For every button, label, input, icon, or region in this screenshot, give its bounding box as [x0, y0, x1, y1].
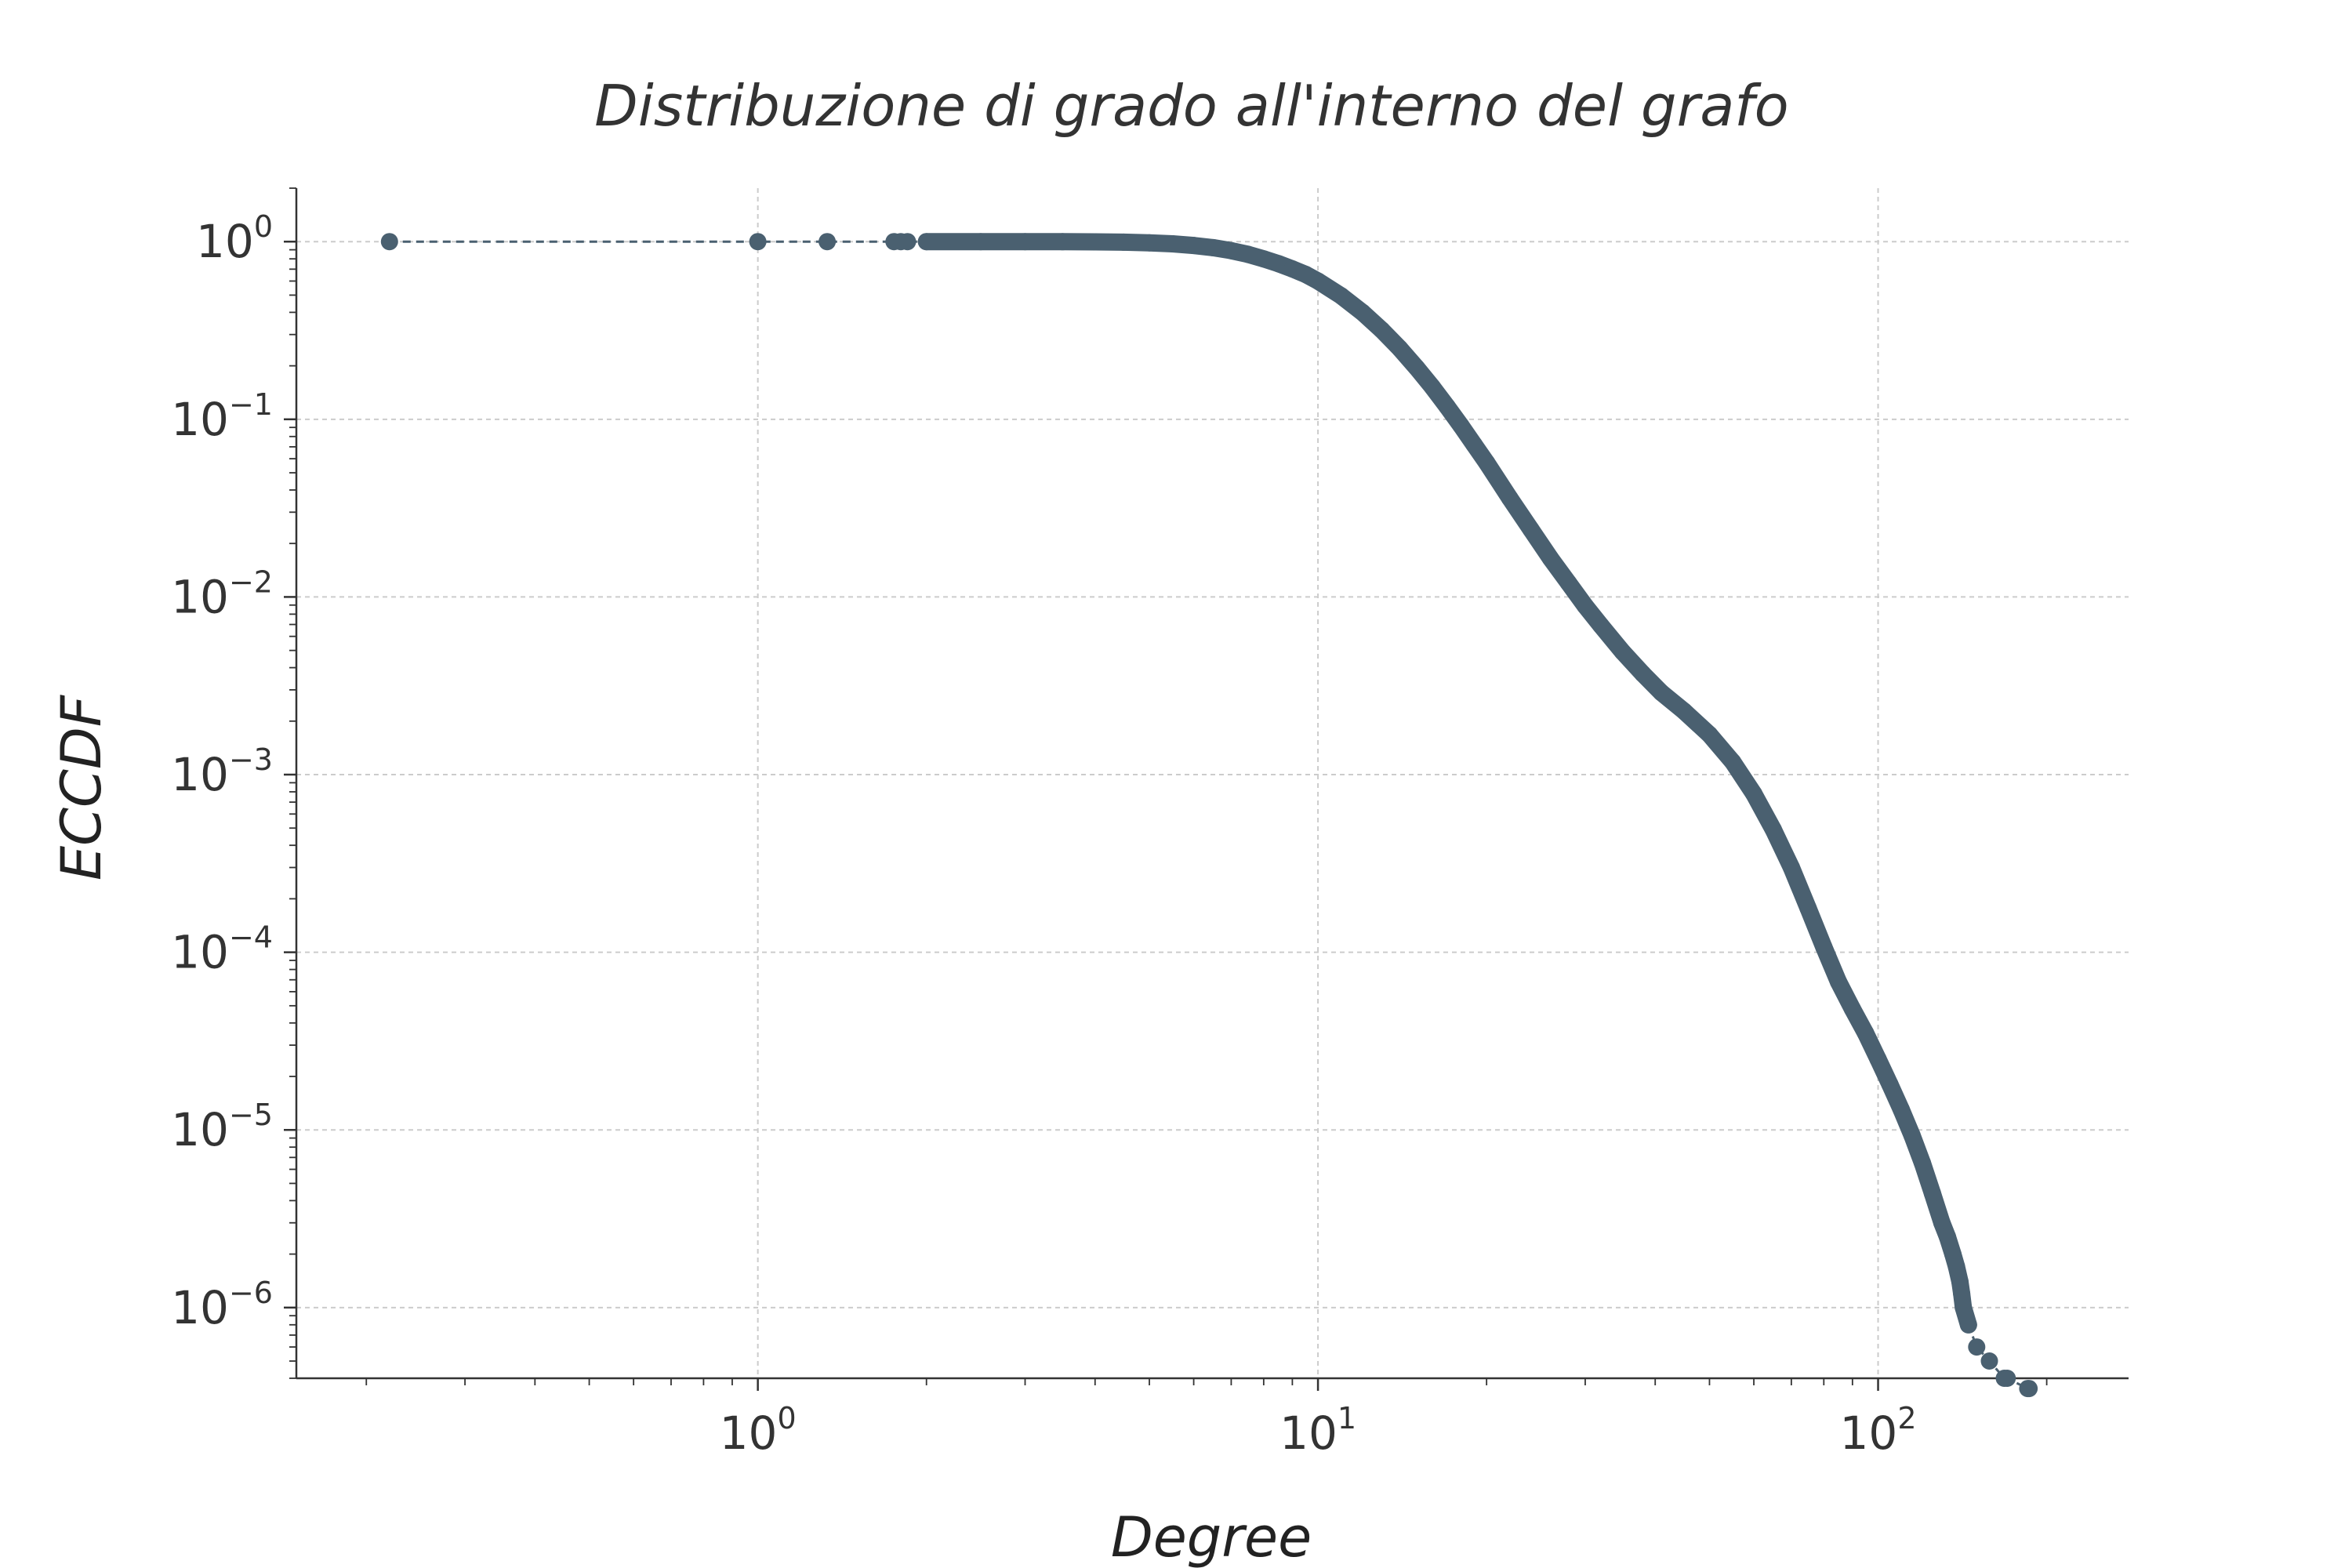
data-point [1141, 234, 1158, 252]
data-point [1953, 1284, 1971, 1302]
y-tick-label: 10−3 [171, 742, 273, 801]
data-point [1407, 359, 1425, 377]
data-point [1283, 260, 1301, 278]
data-point [1054, 233, 1072, 251]
data-point [1959, 1316, 1977, 1334]
data-point [1016, 233, 1034, 251]
data-point [1438, 397, 1456, 416]
data-point [1955, 1298, 1973, 1316]
data-point [1501, 489, 1519, 507]
data-point [1452, 417, 1470, 434]
data-point [380, 233, 398, 251]
data-point [1881, 1076, 1899, 1094]
data-point [898, 233, 916, 251]
y-tick-label: 10−6 [171, 1276, 273, 1334]
data-point [749, 233, 767, 251]
data-point [1222, 241, 1240, 260]
data-point [1782, 858, 1800, 877]
data-point [1541, 550, 1559, 568]
data-point [1933, 1214, 1951, 1232]
axes [295, 188, 2129, 1380]
data-point [1857, 1024, 1875, 1042]
data-point [1843, 1000, 1861, 1018]
data-point [1086, 233, 1104, 251]
chart-title: Distribuzione di grado all'interno del g… [594, 73, 1788, 139]
data-point [1309, 272, 1327, 290]
data-point [1724, 753, 1741, 771]
x-tick-label: 102 [1840, 1401, 1917, 1460]
data-point [1353, 303, 1371, 321]
data-point [1998, 1370, 2016, 1387]
data-point [1478, 454, 1496, 472]
data-point [1634, 665, 1652, 683]
data-point [1577, 597, 1594, 615]
series-line [389, 240, 2030, 1390]
ticks: 100 101 102 100 10−1 10−2 10−3 10−4 10−5 10−6 [171, 187, 2048, 1460]
data-point [1830, 973, 1848, 991]
y-tick-label: 10−4 [171, 920, 273, 979]
data-point [971, 233, 989, 251]
data-point [1745, 785, 1762, 803]
data-point [1592, 616, 1610, 634]
data-point [1613, 643, 1632, 661]
data-point [1652, 684, 1670, 702]
data-point [1869, 1051, 1887, 1068]
y-tick-label: 10−1 [171, 387, 273, 446]
data-point [1391, 339, 1409, 358]
data-point [818, 233, 837, 251]
data-point [1980, 1352, 1998, 1370]
data-point [917, 233, 935, 251]
data-point [1923, 1185, 1941, 1202]
data-point [1115, 233, 1133, 251]
data-point [1893, 1101, 1911, 1119]
data-point [1815, 938, 1833, 956]
grid [296, 188, 2129, 1378]
data-point [1239, 245, 1257, 263]
data-point [1903, 1127, 1921, 1145]
data-point [1700, 726, 1719, 743]
y-tick-label: 100 [196, 209, 273, 268]
y-tick-label: 10−2 [171, 564, 273, 623]
data-point [1163, 235, 1181, 252]
data-point [1332, 287, 1350, 305]
data-point [1764, 821, 1782, 839]
data-point [1522, 521, 1540, 539]
data-point [1423, 378, 1441, 396]
data-point [1559, 574, 1577, 592]
data-point [1799, 899, 1817, 917]
x-tick-label: 100 [720, 1401, 797, 1460]
data-point [2020, 1380, 2038, 1398]
data-point [1947, 1258, 1965, 1276]
x-tick-label: 101 [1279, 1401, 1356, 1460]
data-point [1968, 1338, 1986, 1356]
y-axis-label: ECCDF [49, 694, 114, 880]
y-tick-label: 10−5 [171, 1098, 273, 1156]
data-point [1675, 702, 1693, 720]
data-point [1914, 1154, 1932, 1172]
data-point [1373, 321, 1391, 339]
data-point [1939, 1228, 1956, 1246]
data-point [1269, 255, 1287, 273]
x-axis-label: Degree [1111, 1505, 1312, 1568]
data-point [1254, 250, 1272, 268]
data-point [1185, 237, 1203, 255]
data-point [1465, 436, 1483, 454]
data-series [380, 233, 2038, 1398]
data-point [1204, 238, 1222, 256]
